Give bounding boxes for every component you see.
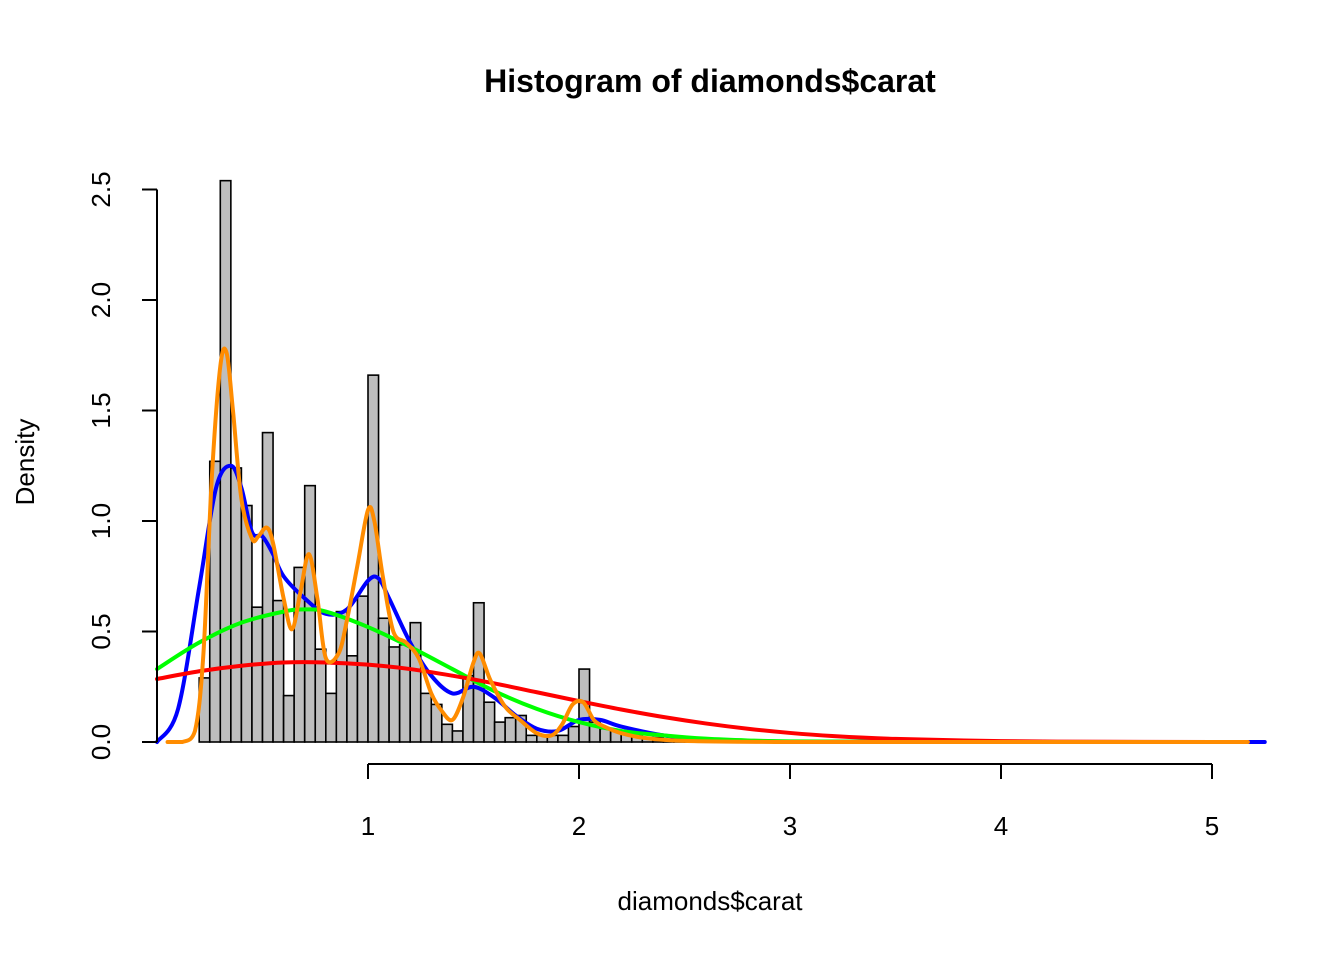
- histogram-bar: [324, 692, 338, 743]
- y-tick-label: 1.5: [86, 392, 116, 428]
- y-tick-label: 0.5: [86, 613, 116, 649]
- histogram-bar: [451, 730, 464, 743]
- histogram-bar: [567, 725, 580, 743]
- histogram-bar: [557, 734, 570, 743]
- histogram-bar: [419, 692, 433, 743]
- density-curve-orange: [165, 346, 1250, 745]
- y-axis: 0.0 0.5 1.0 1.5 2.0 2.5: [86, 171, 158, 760]
- y-tick-label: 2.5: [86, 171, 116, 207]
- histogram-bar: [514, 714, 528, 743]
- histogram-bar: [219, 179, 232, 743]
- x-axis: 1 2 3 4 5: [361, 763, 1219, 841]
- x-tick-label: 3: [783, 811, 797, 841]
- x-tick-label: 5: [1205, 811, 1219, 841]
- y-tick-label: 1.0: [86, 503, 116, 539]
- histogram-bar: [388, 646, 401, 743]
- histogram-bar: [493, 721, 506, 743]
- histogram-bar: [483, 701, 496, 743]
- histogram-bar: [282, 694, 295, 743]
- histogram-bar: [230, 467, 243, 743]
- histogram-bar: [504, 716, 517, 743]
- x-axis-label: diamonds$carat: [618, 886, 804, 916]
- x-tick-label: 4: [994, 811, 1008, 841]
- histogram-bar: [472, 601, 485, 743]
- histogram-bar: [409, 621, 422, 743]
- y-axis-label: Density: [10, 419, 40, 506]
- histogram-bar: [525, 734, 538, 743]
- histogram-bar: [346, 655, 359, 743]
- x-tick-label: 1: [361, 811, 375, 841]
- histogram-bar: [356, 595, 369, 743]
- y-tick-label: 2.0: [86, 282, 116, 318]
- chart-title: Histogram of diamonds$carat: [484, 63, 936, 99]
- density-curve-red: [155, 660, 1214, 744]
- histogram-bar: [272, 599, 285, 743]
- y-tick-label: 0.0: [86, 724, 116, 760]
- x-tick-label: 2: [572, 811, 586, 841]
- histogram-bar: [261, 431, 274, 743]
- histogram-bar: [398, 643, 411, 743]
- histogram-bar: [303, 484, 317, 743]
- density-curves: [155, 346, 1267, 745]
- histogram-bar: [251, 606, 264, 743]
- histogram-bar: [441, 723, 454, 743]
- histogram-bars: [198, 179, 781, 743]
- histogram-bar: [367, 374, 380, 743]
